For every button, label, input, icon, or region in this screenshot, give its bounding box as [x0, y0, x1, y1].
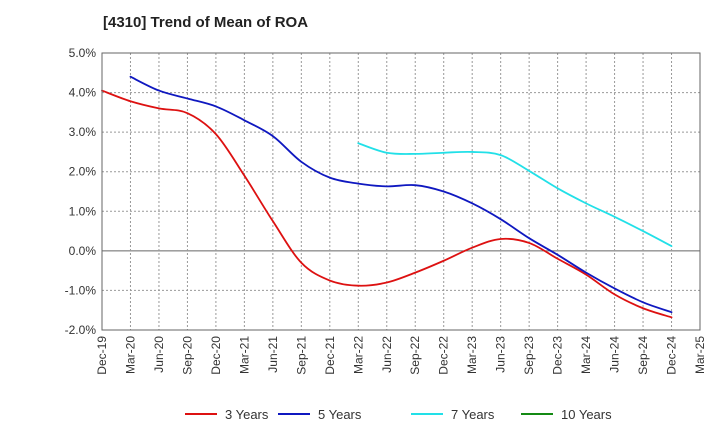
- y-axis-ticks: 5.0% 4.0% 3.0% 2.0% 1.0% 0.0% -1.0% -2.0%: [65, 46, 97, 337]
- series-line-3-years: [101, 89, 673, 319]
- y-tick-label: 5.0%: [69, 46, 97, 60]
- x-tick-label: Sep-20: [180, 336, 194, 375]
- x-tick-label: Dec-23: [551, 336, 565, 375]
- y-tick-label: -1.0%: [65, 283, 97, 297]
- series-line-5-years: [129, 75, 673, 314]
- x-tick-label: Jun-22: [380, 336, 394, 373]
- x-tick-label: Jun-24: [608, 336, 622, 373]
- legend: 3 Years 5 Years 7 Years 10 Years: [185, 407, 612, 422]
- x-tick-label: Sep-21: [294, 336, 308, 375]
- plot-frame: [101, 52, 701, 331]
- x-tick-label: Sep-24: [636, 336, 650, 375]
- x-tick-label: Jun-23: [494, 336, 508, 373]
- x-tick-label: Mar-23: [465, 336, 479, 374]
- x-tick-label: Jun-20: [152, 336, 166, 373]
- y-tick-label: -2.0%: [65, 323, 97, 337]
- x-tick-label: Dec-21: [323, 336, 337, 375]
- x-tick-label: Mar-20: [123, 336, 137, 374]
- x-tick-label: Jun-21: [266, 336, 280, 373]
- y-tick-label: 0.0%: [69, 244, 97, 258]
- x-tick-label: Dec-19: [95, 336, 109, 375]
- legend-label: 5 Years: [318, 407, 362, 422]
- x-tick-label: Mar-25: [693, 336, 707, 374]
- x-tick-label: Dec-20: [209, 336, 223, 375]
- legend-label: 10 Years: [561, 407, 612, 422]
- x-tick-label: Mar-22: [351, 336, 365, 374]
- x-tick-label: Mar-24: [579, 336, 593, 374]
- y-tick-label: 1.0%: [69, 204, 97, 218]
- x-tick-label: Dec-24: [665, 336, 679, 375]
- x-axis-ticks: Dec-19 Mar-20 Jun-20 Sep-20 Dec-20 Mar-21 Jun-…: [95, 336, 707, 375]
- chart-title: [4310] Trend of Mean of ROA: [103, 14, 308, 31]
- series-lines: [101, 75, 673, 319]
- x-tick-label: Dec-22: [437, 336, 451, 375]
- grid: [102, 52, 700, 331]
- legend-label: 3 Years: [225, 407, 269, 422]
- x-tick-label: Mar-21: [237, 336, 251, 374]
- x-tick-label: Sep-23: [522, 336, 536, 375]
- legend-label: 7 Years: [451, 407, 495, 422]
- y-tick-label: 4.0%: [69, 86, 97, 100]
- y-tick-label: 3.0%: [69, 125, 97, 139]
- x-tick-label: Sep-22: [408, 336, 422, 375]
- series-line-7-years: [357, 142, 673, 248]
- y-tick-label: 2.0%: [69, 165, 97, 179]
